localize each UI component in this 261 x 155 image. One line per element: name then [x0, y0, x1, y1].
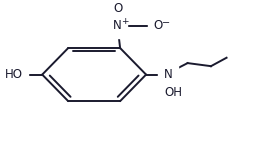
Text: HO: HO [5, 68, 23, 81]
Text: +: + [121, 17, 128, 26]
Text: N: N [113, 19, 122, 32]
Text: O: O [113, 2, 122, 16]
Text: −: − [162, 18, 170, 28]
Text: N: N [164, 68, 173, 81]
Text: O: O [154, 19, 163, 32]
Text: OH: OH [164, 86, 182, 99]
